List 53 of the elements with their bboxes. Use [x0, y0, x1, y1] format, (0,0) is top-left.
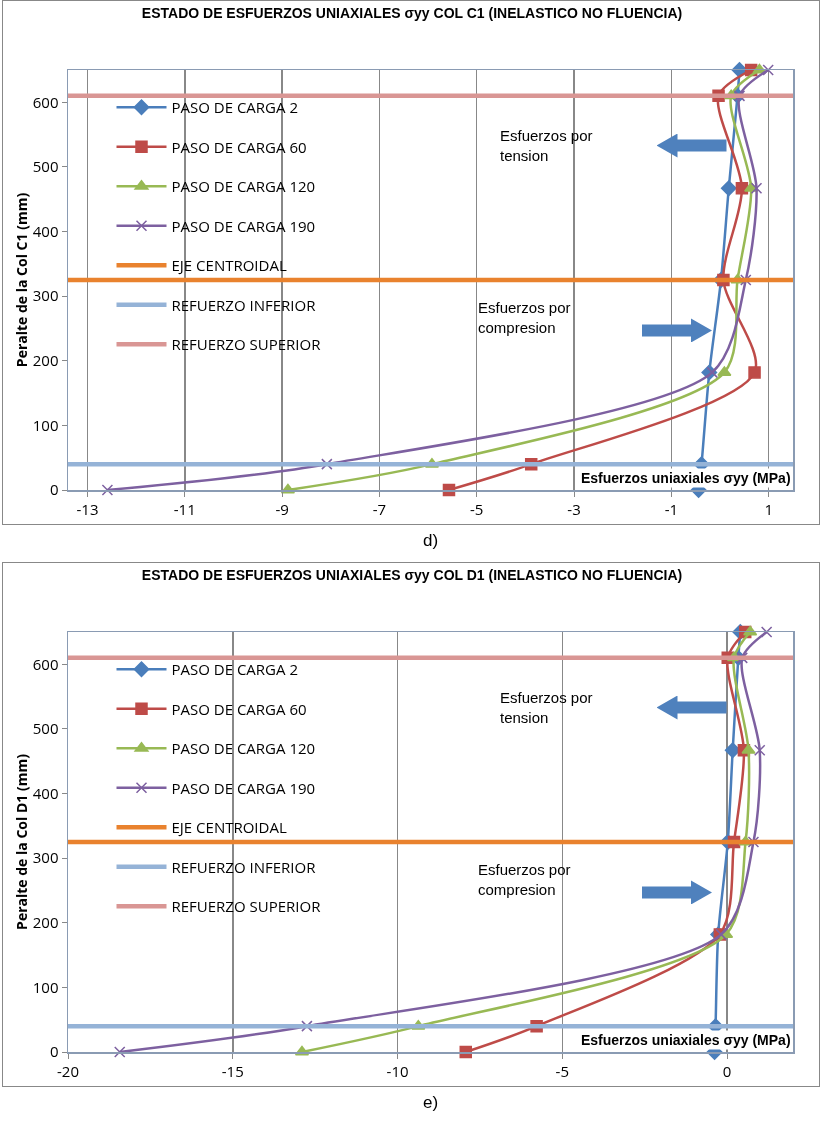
legend-label: EJE CENTROIDAL [171, 817, 287, 838]
y-tick-label: 200 [32, 912, 59, 933]
y-tick-label: 600 [32, 91, 59, 112]
legend-label: REFUERZO INFERIOR [171, 856, 317, 877]
annotation: Esfuerzos por tension [500, 127, 593, 164]
x-tick-label: -5 [555, 1060, 570, 1081]
legend-label: REFUERZO INFERIOR [171, 294, 317, 315]
y-tick-label: 100 [32, 976, 59, 997]
legend-label: REFUERZO SUPERIOR [171, 334, 322, 355]
chart-title: ESTADO DE ESFUERZOS UNIAXIALES σyy COL D1 (INELASTICO NO FLUENCIA) [141, 567, 683, 584]
x-tick-label: -3 [567, 498, 581, 519]
legend-label: PASO DE CARGA 60 [171, 698, 307, 719]
chart-title: ESTADO DE ESFUERZOS UNIAXIALES σyy COL C1 (INELASTICO NO FLUENCIA) [141, 5, 683, 22]
legend-label: PASO DE CARGA 190 [171, 215, 316, 236]
x-axis-title: Esfuerzos uniaxiales σyy (MPa) [581, 1032, 791, 1048]
x-tick-label: 0 [722, 1060, 732, 1081]
y-tick-label: 400 [32, 782, 59, 803]
legend-label: PASO DE CARGA 190 [171, 777, 316, 798]
y-axis-title: Peralte de la Col D1 (mm) [11, 753, 31, 930]
x-tick-label: -9 [275, 498, 289, 519]
y-axis-title: Peralte de la Col C1 (mm) [11, 192, 31, 368]
x-tick-label: -11 [173, 498, 196, 519]
annotation: Esfuerzos por compresion [478, 299, 571, 336]
legend-label: PASO DE CARGA 120 [171, 738, 316, 759]
x-tick-label: -7 [372, 498, 387, 519]
annotation: Esfuerzos por tension [500, 689, 593, 726]
x-tick-label: -10 [386, 1060, 409, 1081]
y-tick-label: 300 [32, 847, 59, 868]
x-tick-label: -1 [664, 498, 679, 519]
y-tick-label: 100 [32, 414, 59, 435]
x-tick-label: -15 [221, 1060, 244, 1081]
x-tick-label: 1 [764, 498, 773, 519]
legend-label: PASO DE CARGA 2 [171, 97, 298, 118]
y-tick-label: 300 [32, 285, 59, 306]
y-tick-label: 0 [49, 1041, 59, 1062]
y-tick-label: 500 [32, 718, 59, 739]
y-tick-label: 600 [32, 653, 59, 674]
y-tick-label: 200 [32, 350, 59, 371]
x-tick-label: -13 [76, 498, 99, 519]
x-tick-label: -5 [470, 498, 484, 519]
legend-label: PASO DE CARGA 120 [171, 176, 316, 197]
text: e) [423, 1093, 439, 1112]
legend-label: REFUERZO SUPERIOR [171, 896, 322, 917]
text: d) [423, 531, 439, 550]
x-tick-label: -20 [57, 1060, 79, 1081]
y-tick-label: 400 [32, 220, 59, 241]
y-tick-label: 0 [49, 479, 59, 500]
legend-label: PASO DE CARGA 60 [171, 136, 307, 157]
legend-label: PASO DE CARGA 2 [171, 659, 298, 680]
y-tick-label: 500 [32, 156, 59, 177]
x-axis-title: Esfuerzos uniaxiales σyy (MPa) [581, 470, 791, 486]
legend-label: EJE CENTROIDAL [171, 255, 287, 276]
annotation: Esfuerzos por compresion [478, 861, 571, 898]
